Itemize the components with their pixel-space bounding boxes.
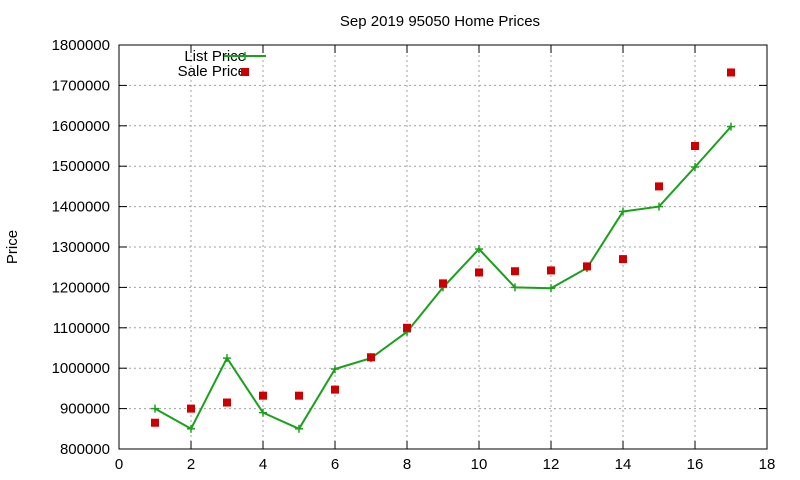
sale-price-point (727, 68, 735, 77)
y-tick-label: 1800000 (52, 37, 110, 54)
x-tick-label: 16 (687, 456, 704, 473)
axes: 800000 900000 1000000 1100000 1200000 1300000… (52, 37, 776, 473)
y-tick-label: 1000000 (52, 360, 110, 377)
legend-label: List Price (184, 48, 246, 65)
legend-item: Sale Price (178, 63, 249, 80)
y-axis-label: Price (4, 230, 21, 264)
sale-price-point (187, 404, 195, 413)
sale-price-point (223, 398, 231, 407)
list-price-point (151, 404, 159, 413)
y-tick-label: 1600000 (52, 118, 110, 135)
y-tick-label: 900000 (60, 401, 110, 418)
sale-price-point (619, 255, 627, 264)
sale-price-point (511, 267, 519, 276)
sale-price-point (403, 323, 411, 332)
list-price-point (331, 365, 339, 374)
list-price-line (154, 125, 732, 431)
x-tick-label: 6 (331, 456, 339, 473)
list-price-point (691, 163, 699, 172)
list-price-point (547, 284, 555, 293)
grid (119, 45, 767, 449)
y-tick-label: 1700000 (52, 77, 110, 94)
x-tick-label: 18 (759, 456, 776, 473)
series-list-price (151, 122, 735, 433)
list-price-point (223, 354, 231, 363)
y-tick-label: 1200000 (52, 279, 110, 296)
plot-frame (118, 44, 768, 450)
legend-cross-marker (241, 52, 249, 60)
list-price-point (259, 408, 267, 417)
legend-item: List Price (184, 48, 266, 65)
sale-price-point (475, 268, 483, 277)
y-tick-label: 1500000 (52, 158, 110, 175)
y-tick-label: 1300000 (52, 239, 110, 256)
list-price-point (475, 245, 483, 254)
labels-layer: Sep 2019 95050 Home Prices Price (4, 13, 540, 264)
y-tick-label: 1100000 (53, 320, 110, 337)
legend-label: Sale Price (178, 63, 246, 80)
x-tick-label: 8 (403, 456, 411, 473)
x-tick-label: 14 (615, 456, 632, 473)
series-layer (151, 68, 735, 433)
x-tick-label: 0 (115, 456, 123, 473)
chart-title: Sep 2019 95050 Home Prices (340, 13, 540, 30)
x-tick-label: 12 (543, 456, 560, 473)
list-price-point (727, 122, 735, 131)
y-tick-label: 1400000 (52, 199, 110, 216)
list-price-point (295, 424, 303, 433)
series-sale-price (151, 68, 735, 427)
x-tick-label: 10 (471, 456, 488, 473)
list-price-point (511, 283, 519, 292)
x-tick-label: 2 (187, 456, 195, 473)
list-price-point (655, 202, 663, 211)
sale-price-point (367, 353, 375, 362)
sale-price-point (439, 279, 447, 288)
sale-price-point (259, 391, 267, 400)
sale-price-point (655, 182, 663, 191)
sale-price-point (691, 142, 699, 150)
sale-price-point (547, 266, 555, 275)
sale-price-point (295, 391, 303, 400)
sale-price-point (151, 418, 159, 427)
list-price-point (187, 424, 195, 433)
y-tick-label: 800000 (60, 441, 110, 458)
sale-price-point (583, 262, 591, 271)
sale-price-point (331, 385, 339, 394)
x-tick-label: 4 (259, 456, 267, 473)
legend-square-marker (241, 68, 249, 76)
list-price-point (619, 207, 627, 216)
